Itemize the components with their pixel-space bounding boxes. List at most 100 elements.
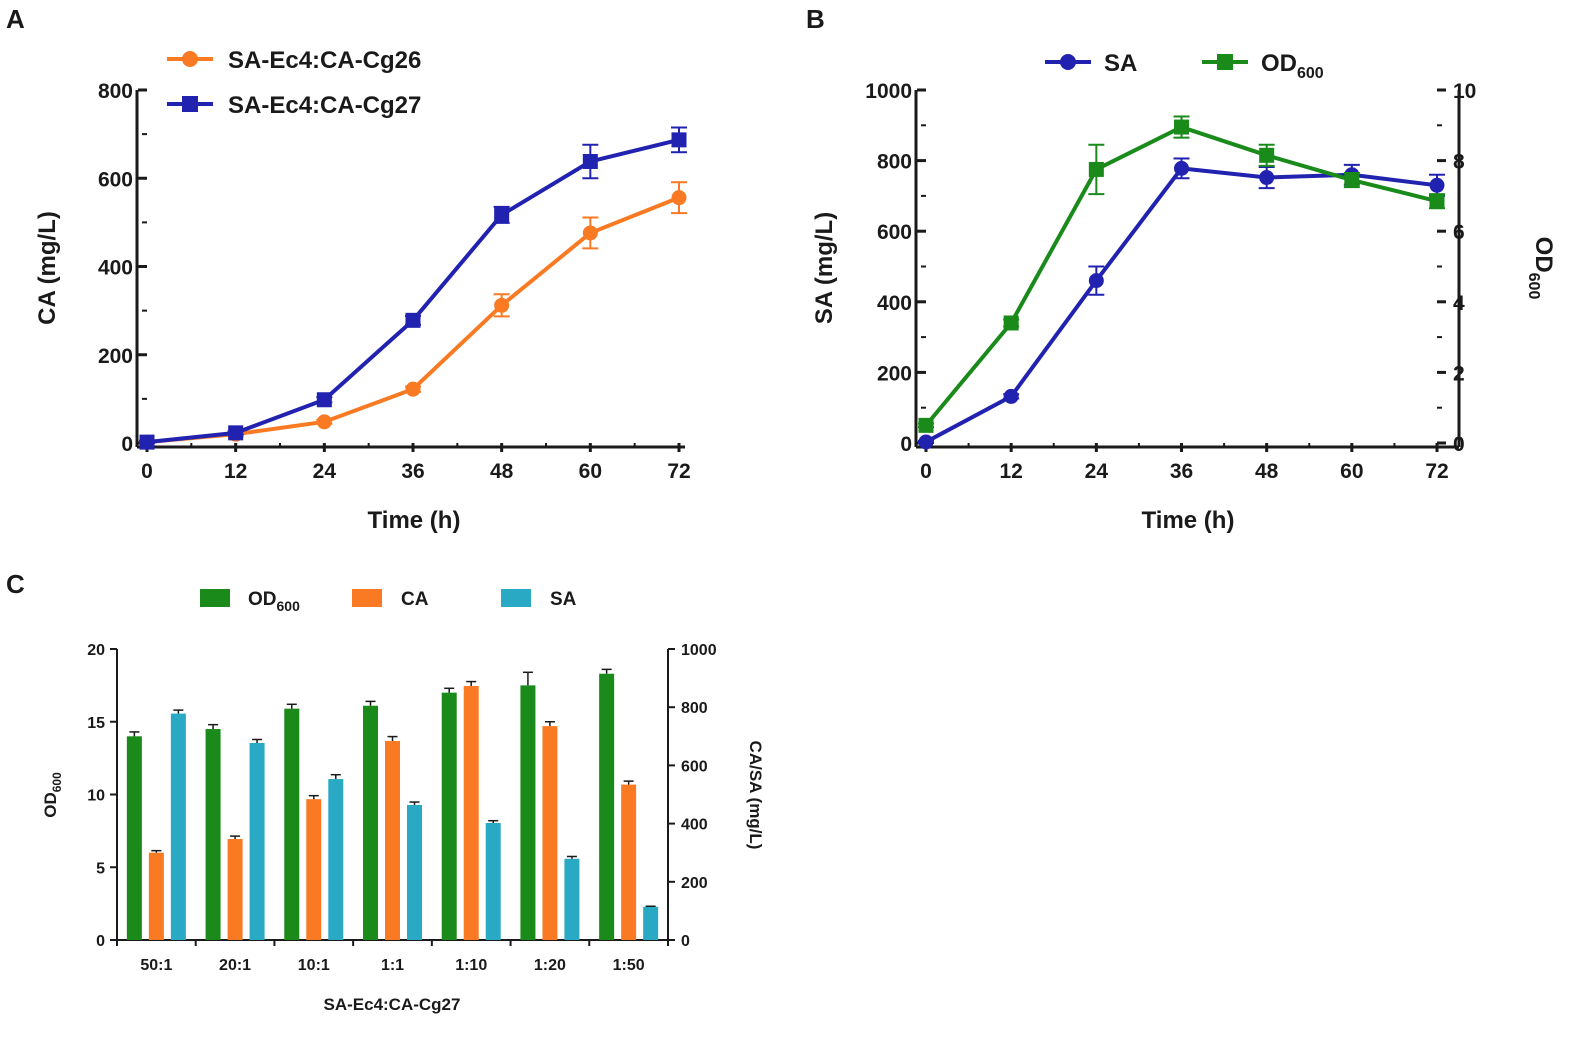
y-tick-label: 800 xyxy=(98,80,133,103)
y-tick-label: 600 xyxy=(877,221,912,244)
x-tick-label: 48 xyxy=(490,460,514,483)
x-tick-label: 1:20 xyxy=(534,957,566,974)
data-point xyxy=(1429,177,1445,193)
data-point xyxy=(918,417,934,433)
data-point xyxy=(1344,172,1360,188)
bar-sa xyxy=(485,823,501,940)
bar-ca xyxy=(542,726,558,940)
legend-c-od-sub: 600 xyxy=(277,598,301,614)
y-right-tick-label: 0 xyxy=(1453,433,1465,456)
legend-c-ca-label: CA xyxy=(401,589,429,610)
y-right-tick-label: 8 xyxy=(1453,151,1465,174)
chart-a-x-label: Time (h) xyxy=(368,507,461,534)
x-tick-label: 1:10 xyxy=(455,957,487,974)
data-point xyxy=(671,190,687,206)
y-tick-label: 0 xyxy=(900,433,912,456)
bar-ca xyxy=(148,852,164,940)
x-tick-label: 12 xyxy=(999,460,1022,483)
legend-b-od-sub: 600 xyxy=(1297,65,1324,82)
legend-c-od-swatch xyxy=(200,589,230,607)
legend-b-sa-marker xyxy=(1060,54,1076,70)
bar-od xyxy=(284,708,300,940)
x-tick-label: 48 xyxy=(1255,460,1279,483)
bar-od xyxy=(520,685,536,940)
y-right-tick-label: 200 xyxy=(681,875,708,892)
data-point xyxy=(316,414,332,430)
x-tick-label: 1:1 xyxy=(381,957,404,974)
x-tick-label: 1:50 xyxy=(613,957,645,974)
x-tick-label: 36 xyxy=(401,460,424,483)
y-right-tick-label: 4 xyxy=(1453,292,1465,315)
y-right-tick-label: 1000 xyxy=(681,642,717,659)
x-tick-label: 10:1 xyxy=(298,957,330,974)
chart-b-x-label: Time (h) xyxy=(1142,507,1235,534)
legend-a-cg26-label: SA-Ec4:CA-Cg26 xyxy=(228,47,421,74)
x-tick-label: 36 xyxy=(1170,460,1193,483)
y-tick-label: 1000 xyxy=(865,80,912,103)
bar-sa xyxy=(328,779,344,940)
x-tick-label: 72 xyxy=(667,460,690,483)
y-right-tick-label: 600 xyxy=(681,758,708,775)
data-point xyxy=(228,425,244,441)
y-tick-label: 0 xyxy=(121,433,133,456)
y-right-tick-label: 400 xyxy=(681,817,708,834)
y-tick-label: 600 xyxy=(98,168,133,191)
x-tick-label: 72 xyxy=(1425,460,1448,483)
legend-c-od-main: OD xyxy=(248,589,277,610)
data-point xyxy=(405,312,421,328)
y-tick-label: 200 xyxy=(877,362,912,385)
y-right-tick-label: 0 xyxy=(681,933,690,950)
bar-sa xyxy=(170,713,186,940)
chart-a: 0 200 400 600 800 0 12 24 36 48 60 72 Time (h) CA … xyxy=(34,47,691,534)
y-tick-label: 5 xyxy=(96,860,105,877)
series-line-0 xyxy=(925,166,1438,444)
chart-c-y-label-sub: 600 xyxy=(50,772,64,792)
data-point xyxy=(582,225,598,241)
data-point xyxy=(494,297,510,313)
chart-c: 0 5 10 15 20 0 200 400 600 800 1000 50:1 20:1 10:1 1… xyxy=(41,589,765,1014)
y-right-tick-label: 10 xyxy=(1453,80,1476,103)
panel-c-letter: C xyxy=(6,569,25,599)
data-point xyxy=(918,434,934,450)
bar-sa xyxy=(643,906,659,940)
data-point xyxy=(671,132,687,148)
bar-sa xyxy=(407,804,422,940)
data-point xyxy=(1259,170,1275,186)
x-tick-label: 60 xyxy=(1340,460,1363,483)
x-tick-label: 50:1 xyxy=(140,957,172,974)
chart-b-y-label: SA (mg/L) xyxy=(811,212,838,324)
legend-c-sa-swatch xyxy=(501,589,531,607)
legend-b-od-marker xyxy=(1217,54,1233,70)
chart-c-y-label: OD600 xyxy=(41,772,64,818)
chart-b-y-label-right-main: OD xyxy=(1530,237,1557,273)
bar-od xyxy=(205,729,221,940)
legend-b-od-label: OD600 xyxy=(1261,50,1324,82)
legend-a-cg27-marker xyxy=(182,96,198,112)
chart-b-y-label-right-sub: 600 xyxy=(1525,273,1542,300)
chart-c-x-label: SA-Ec4:CA-Cg27 xyxy=(324,995,461,1014)
data-point xyxy=(1088,161,1104,177)
bar-od xyxy=(599,673,615,940)
bar-ca xyxy=(385,740,400,940)
chart-a-legend: SA-Ec4:CA-Cg26 SA-Ec4:CA-Cg27 xyxy=(167,47,421,119)
chart-c-legend: OD600 CA SA xyxy=(200,589,577,614)
legend-c-ca-swatch xyxy=(352,589,382,607)
bar-sa xyxy=(249,742,265,940)
data-point xyxy=(316,392,332,408)
data-point xyxy=(1003,388,1019,404)
x-tick-label: 24 xyxy=(313,460,337,483)
panel-b-letter: B xyxy=(806,4,825,34)
bar-ca xyxy=(621,784,637,940)
y-tick-label: 0 xyxy=(96,933,105,950)
bar-od xyxy=(363,705,378,940)
y-tick-label: 800 xyxy=(877,151,912,174)
x-tick-label: 20:1 xyxy=(219,957,251,974)
bar-od xyxy=(441,692,457,940)
chart-b-legend: SA OD600 xyxy=(1045,50,1324,82)
legend-b-od-main: OD xyxy=(1261,50,1297,77)
data-point xyxy=(1259,147,1275,163)
y-tick-label: 400 xyxy=(877,292,912,315)
data-point xyxy=(1088,273,1104,289)
